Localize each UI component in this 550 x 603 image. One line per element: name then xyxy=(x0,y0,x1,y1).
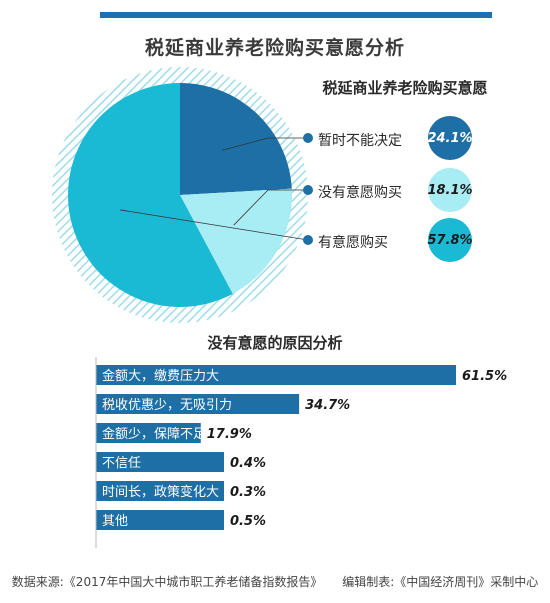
top-accent-bar xyxy=(100,12,492,18)
bar xyxy=(96,365,456,385)
pie-slice-undecided xyxy=(180,83,292,195)
pie-chart xyxy=(52,67,313,323)
bar-chart-title: 没有意愿的原因分析 xyxy=(207,334,343,352)
pie-slice-intent xyxy=(68,83,233,307)
leader-line xyxy=(222,137,308,151)
bar xyxy=(96,510,224,530)
bar-category-label: 不信任 xyxy=(102,456,141,471)
bar-category-label: 金额大，缴费压力大 xyxy=(102,368,219,384)
bar-category-label: 金额少，保障不足 xyxy=(102,426,206,442)
legend-dot xyxy=(303,133,313,143)
legend-label-no-intent: 没有意愿购买 xyxy=(318,185,402,201)
footer-source: 数据来源:《2017年中国大中城市职工养老储备指数报告》 xyxy=(11,575,323,589)
legend-label-undecided: 暂时不能决定 xyxy=(318,133,402,149)
bar-chart: 金额大，缴费压力大 61.5% 税收优惠少，无吸引力 34.7% 金额少，保障不足 17.… xyxy=(95,357,507,548)
bar-category-label: 税收优惠少，无吸引力 xyxy=(102,398,232,413)
bar-value-label: 0.5% xyxy=(230,514,266,529)
bar xyxy=(96,452,224,472)
legend-dot xyxy=(303,185,313,195)
bar-value-label: 34.7% xyxy=(305,398,350,413)
pie-leader-lines xyxy=(120,133,313,245)
badge-undecided: 24.1% xyxy=(427,116,473,160)
badge-intent: 57.8% xyxy=(427,218,473,262)
bar-chart-bars: 金额大，缴费压力大 61.5% 税收优惠少，无吸引力 34.7% 金额少，保障不足 17.… xyxy=(96,365,507,530)
pie-slices xyxy=(68,83,292,307)
bar-value-label: 0.3% xyxy=(230,485,266,500)
pie-legend-title: 税延商业养老险购买意愿 xyxy=(322,79,488,97)
bar-value-label: 17.9% xyxy=(207,427,252,442)
footer: 数据来源:《2017年中国大中城市职工养老储备指数报告》 编辑制表:《中国经济周… xyxy=(0,573,550,590)
bar xyxy=(96,481,224,501)
pie-slice-no-intent xyxy=(180,188,292,294)
legend-dot xyxy=(303,235,313,245)
bar-category-label: 其他 xyxy=(102,514,128,529)
main-title: 税延商业养老险购买意愿分析 xyxy=(144,37,405,59)
bar-value-label: 0.4% xyxy=(230,456,266,471)
legend-label-intent: 有意愿购买 xyxy=(318,235,388,251)
bar-category-label: 时间长，政策变化大 xyxy=(102,484,219,500)
badge-no-intent: 18.1% xyxy=(427,168,473,212)
leader-line xyxy=(120,209,309,241)
bar xyxy=(96,394,300,414)
leader-line xyxy=(233,189,308,226)
bar-value-label: 61.5% xyxy=(462,369,507,384)
bar xyxy=(96,423,201,443)
footer-editor: 编辑制表:《中国经济周刊》采制中心 xyxy=(342,575,539,589)
